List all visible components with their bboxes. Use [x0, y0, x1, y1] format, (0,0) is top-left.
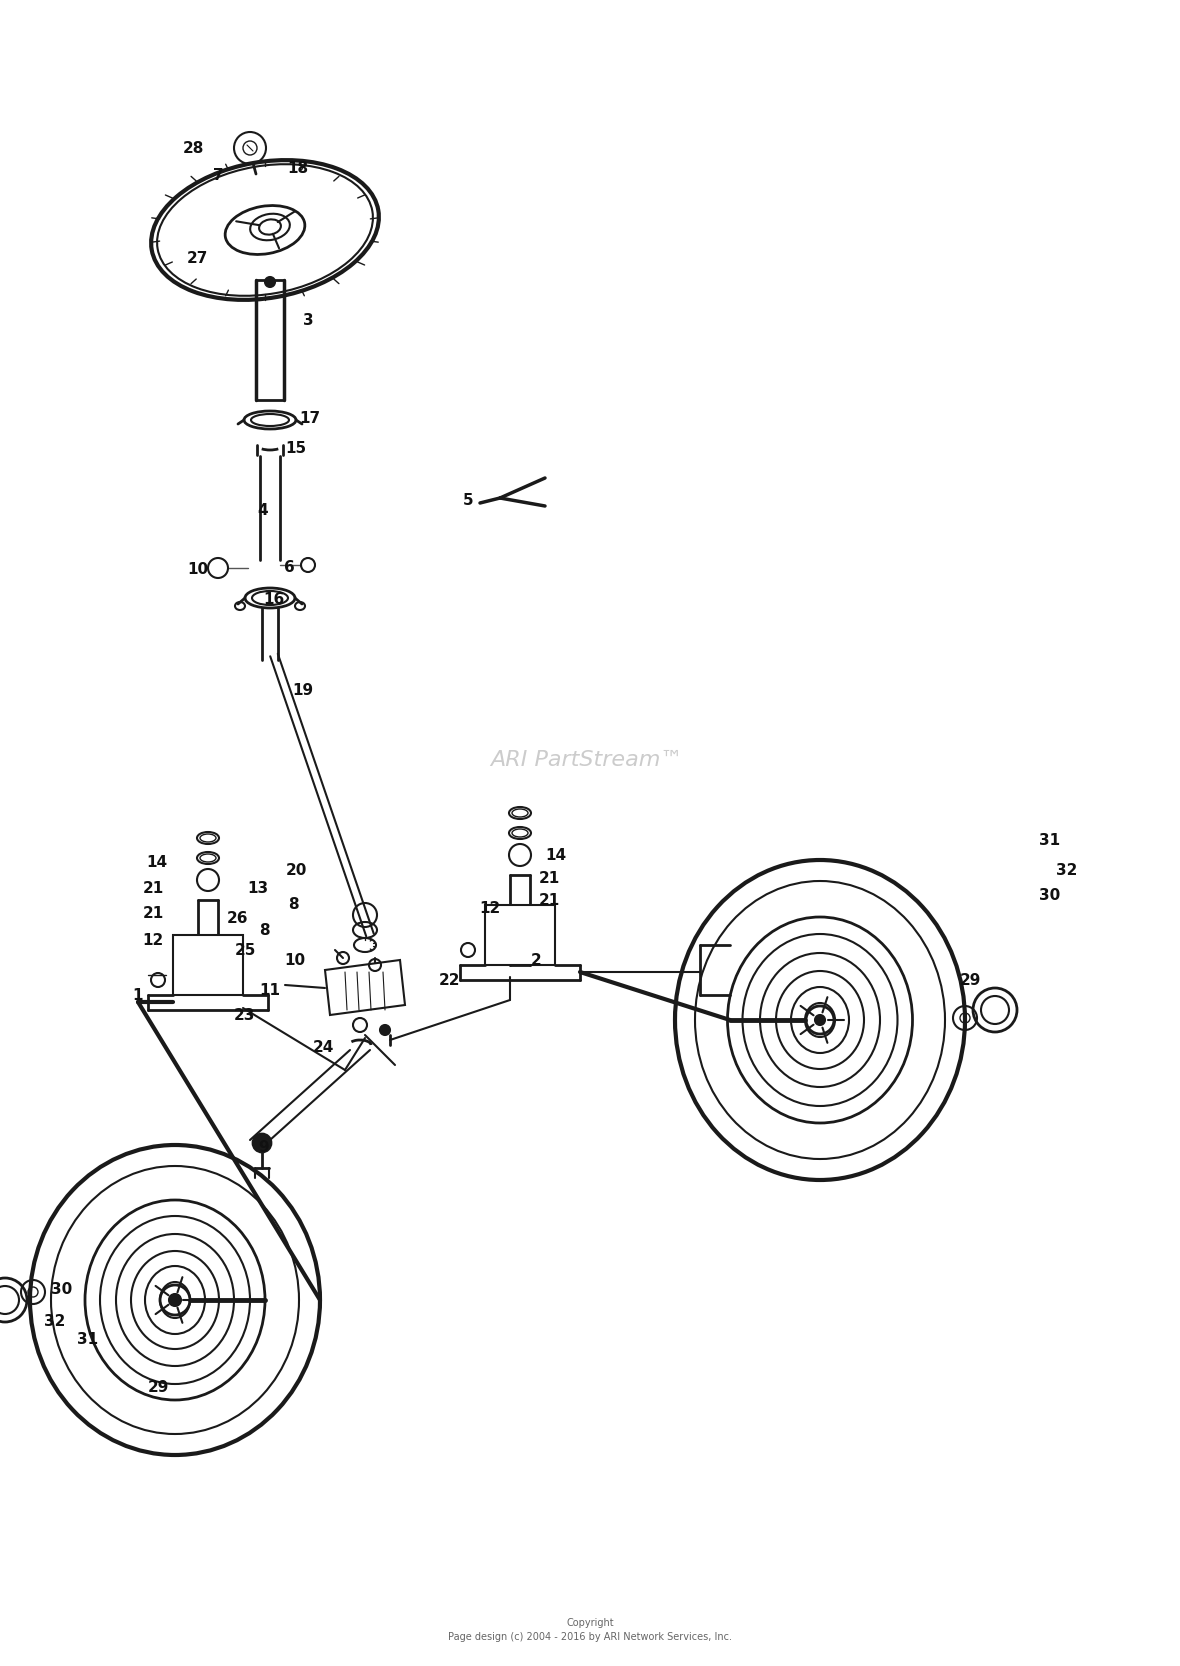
Text: 21: 21 — [538, 893, 559, 908]
Circle shape — [253, 1135, 271, 1151]
Text: 20: 20 — [286, 863, 307, 878]
Text: 22: 22 — [439, 973, 460, 988]
Text: 8: 8 — [258, 923, 269, 938]
Text: 10: 10 — [188, 563, 209, 578]
Text: Copyright
Page design (c) 2004 - 2016 by ARI Network Services, Inc.: Copyright Page design (c) 2004 - 2016 by… — [448, 1618, 732, 1643]
Text: 2: 2 — [531, 953, 542, 968]
Text: 27: 27 — [186, 250, 208, 265]
Text: 16: 16 — [263, 593, 284, 608]
Text: 26: 26 — [228, 911, 249, 926]
Text: 14: 14 — [146, 855, 168, 870]
Text: 5: 5 — [463, 493, 473, 508]
Bar — [173, 935, 243, 995]
Text: 23: 23 — [234, 1008, 255, 1023]
Text: 31: 31 — [78, 1333, 99, 1348]
Text: 19: 19 — [293, 683, 314, 698]
Text: 12: 12 — [479, 901, 500, 916]
Text: 28: 28 — [183, 140, 204, 155]
Text: 32: 32 — [45, 1314, 66, 1329]
Circle shape — [169, 1294, 181, 1306]
Text: 6: 6 — [283, 560, 294, 575]
Text: 7: 7 — [212, 168, 223, 183]
Text: 30: 30 — [52, 1283, 73, 1298]
Text: 14: 14 — [545, 848, 566, 863]
Text: 18: 18 — [288, 160, 308, 175]
Text: 21: 21 — [538, 871, 559, 886]
Text: 9: 9 — [258, 1141, 269, 1156]
Text: 29: 29 — [959, 973, 981, 988]
Text: 32: 32 — [1056, 863, 1077, 878]
Circle shape — [815, 1015, 825, 1025]
Text: ARI PartStream™: ARI PartStream™ — [490, 750, 682, 770]
Text: 15: 15 — [286, 440, 307, 455]
Text: 13: 13 — [248, 881, 269, 896]
Text: 21: 21 — [143, 906, 164, 921]
Text: 11: 11 — [260, 983, 281, 998]
Polygon shape — [324, 960, 405, 1015]
Text: 12: 12 — [143, 933, 164, 948]
Text: 3: 3 — [303, 313, 314, 328]
Text: 30: 30 — [1040, 888, 1061, 903]
Bar — [485, 905, 555, 965]
Text: 25: 25 — [235, 943, 256, 958]
Text: 8: 8 — [288, 896, 299, 911]
Text: 21: 21 — [143, 881, 164, 896]
Text: 4: 4 — [257, 503, 268, 518]
Text: 10: 10 — [284, 953, 306, 968]
Circle shape — [266, 277, 275, 287]
Text: 24: 24 — [313, 1041, 334, 1056]
Text: 31: 31 — [1040, 833, 1061, 848]
Text: 29: 29 — [148, 1381, 169, 1396]
Circle shape — [380, 1025, 391, 1035]
Text: 1: 1 — [132, 988, 143, 1003]
Text: 17: 17 — [300, 410, 321, 425]
